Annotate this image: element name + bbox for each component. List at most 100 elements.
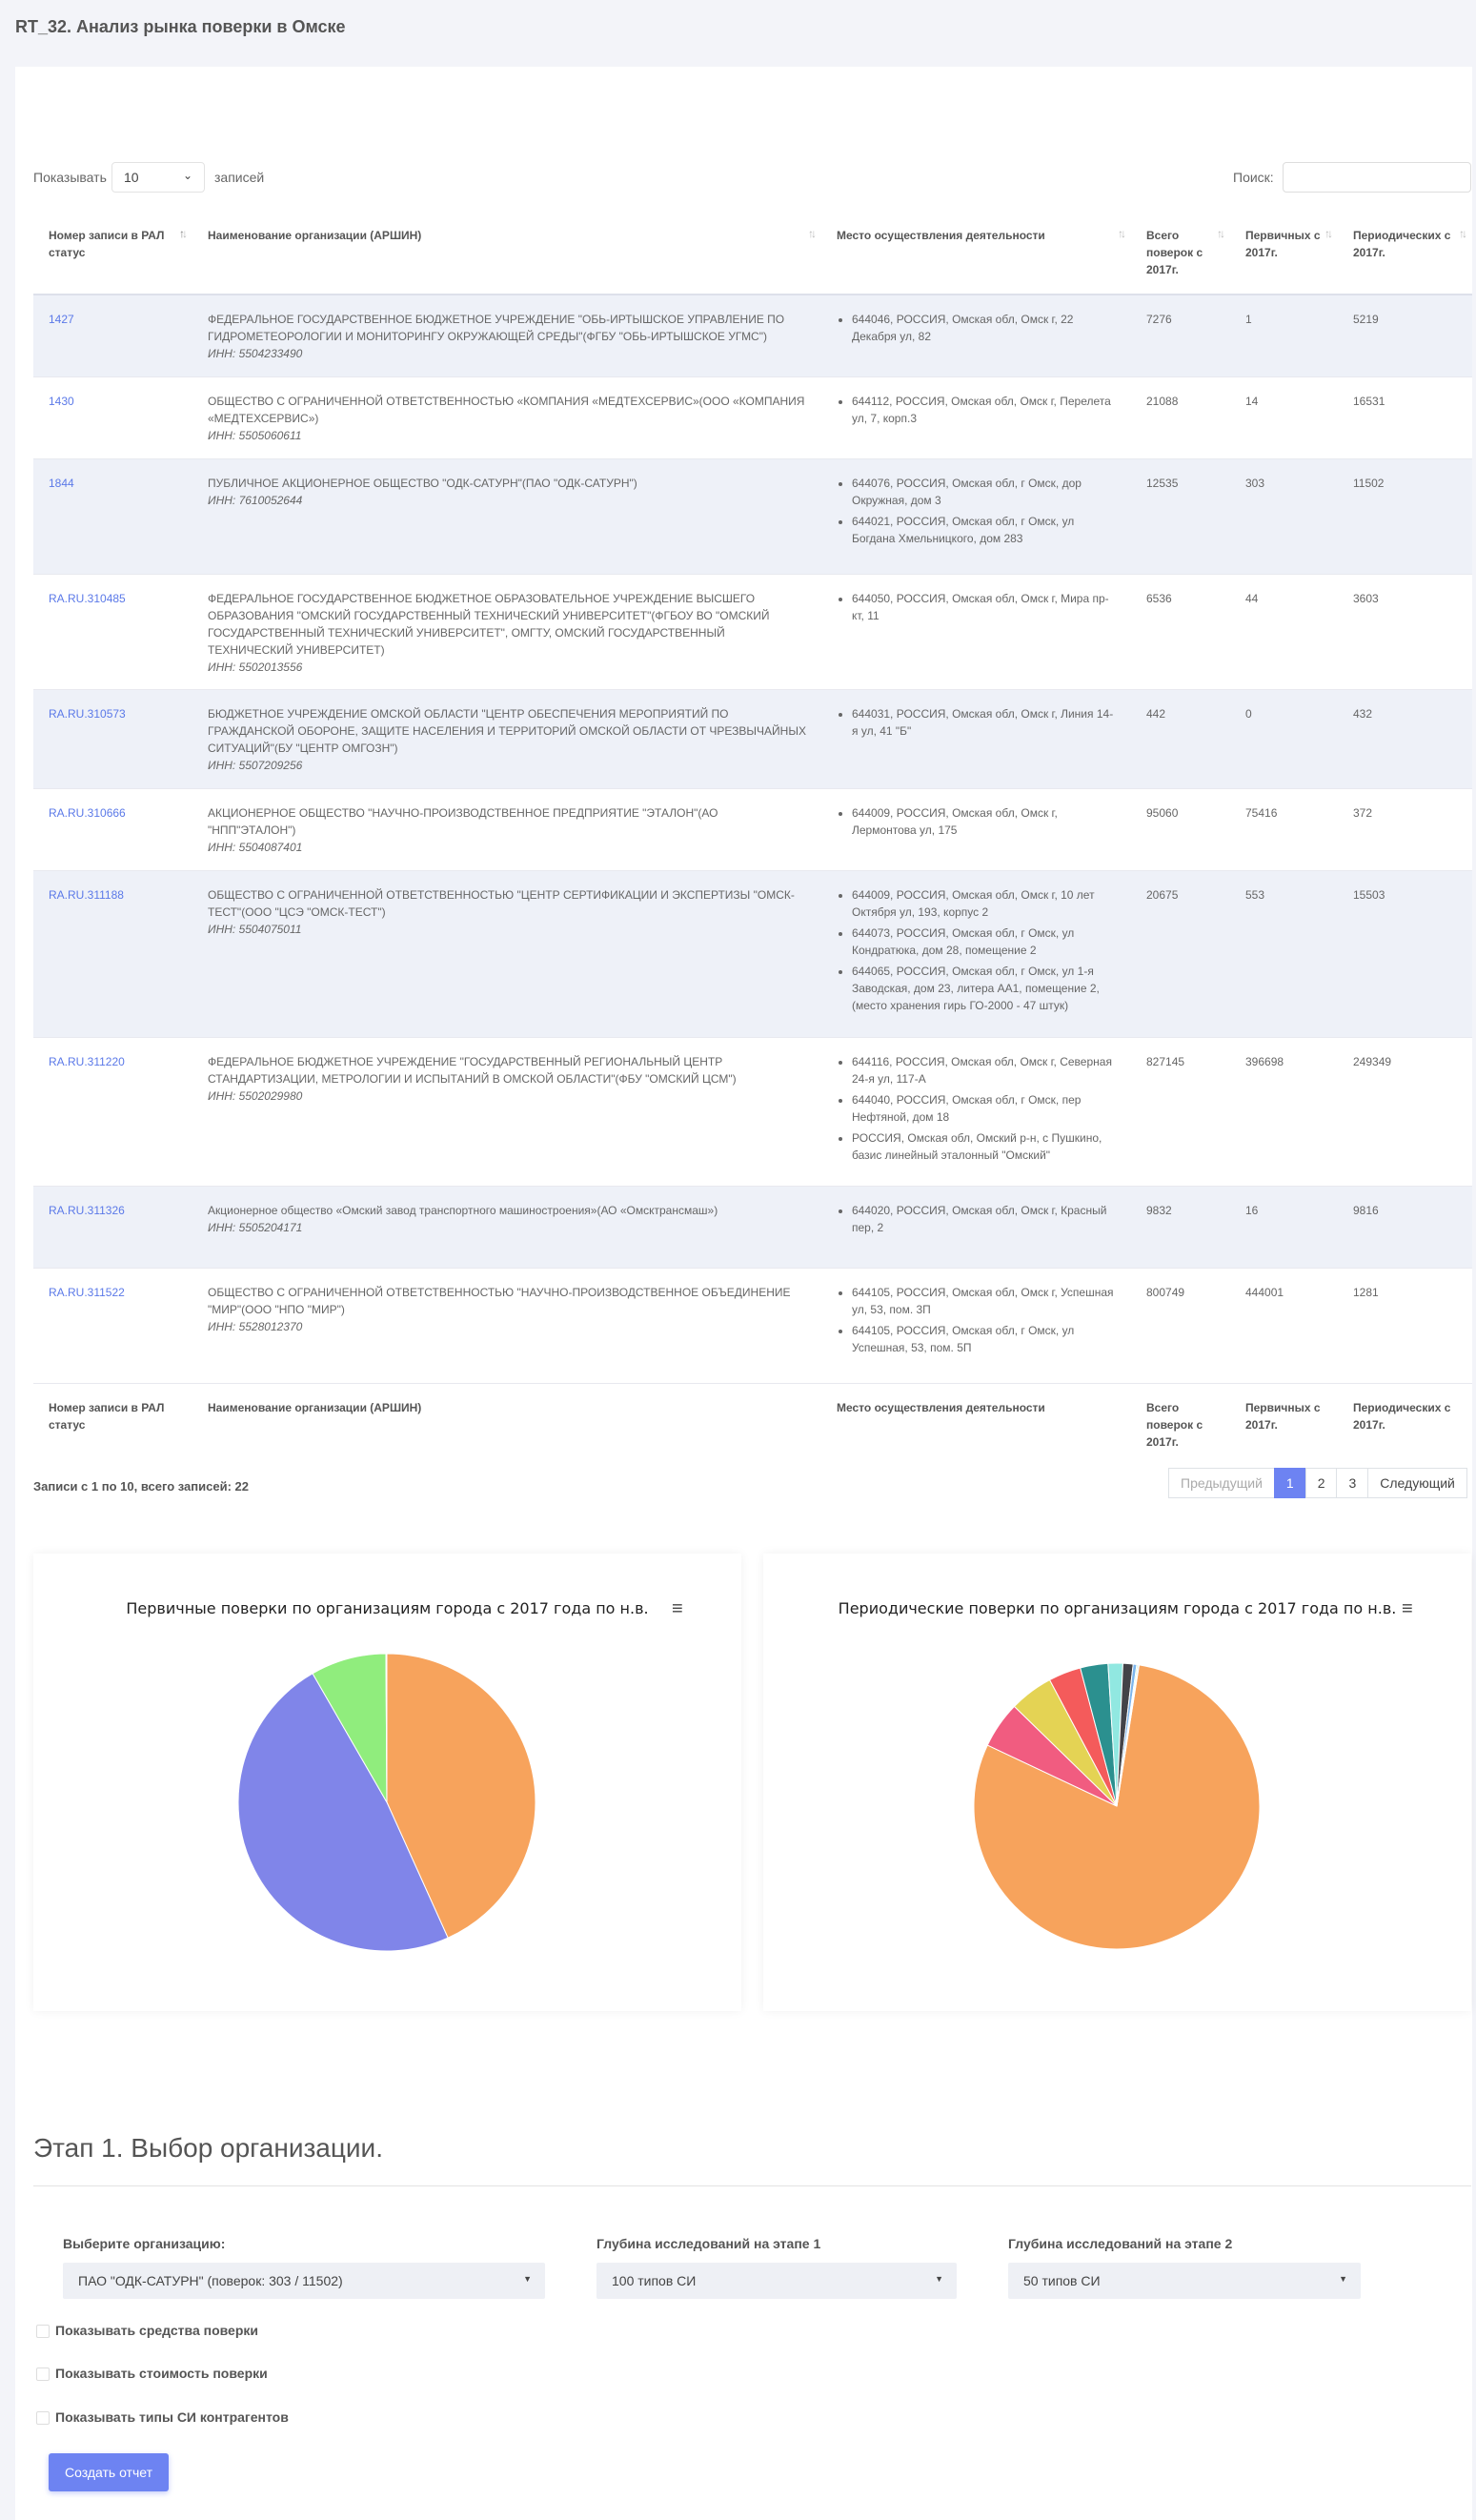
page-2-button[interactable]: 2 [1304, 1468, 1338, 1498]
place-cell: 644050, РОССИЯ, Омская обл, Омск г, Мира… [821, 574, 1131, 690]
table-row: 1427 ФЕДЕРАЛЬНОЕ ГОСУДАРСТВЕННОЕ БЮДЖЕТНО… [33, 295, 1472, 377]
col-reg-header[interactable]: Номер записи в РАЛ статус ↑↓ [33, 212, 192, 295]
periodic-cell: 3603 [1338, 574, 1472, 690]
reg-link[interactable]: 1844 [49, 476, 74, 490]
org-name: ОБЩЕСТВО С ОГРАНИЧЕННОЙ ОТВЕТСТВЕННОСТЬЮ… [208, 1285, 791, 1316]
total-cell: 9832 [1131, 1186, 1230, 1269]
reg-link[interactable]: RA.RU.311220 [49, 1054, 125, 1068]
org-inn: ИНН: 5504233490 [208, 347, 303, 360]
place-cell: 644031, РОССИЯ, Омская обл, Омск г, Лини… [821, 689, 1131, 789]
table-row: RA.RU.311220 ФЕДЕРАЛЬНОЕ БЮДЖЕТНОЕ УЧРЕЖД… [33, 1037, 1472, 1187]
name-cell: ОБЩЕСТВО С ОГРАНИЧЕННОЙ ОТВЕТСТВЕННОСТЬЮ… [192, 1268, 821, 1384]
primary-pie-chart [237, 1653, 536, 1952]
org-name: ФЕДЕРАЛЬНОЕ ГОСУДАРСТВЕННОЕ БЮДЖЕТНОЕ ОБ… [208, 591, 770, 657]
search-input[interactable] [1283, 162, 1471, 193]
depth1-select[interactable]: 100 типов СИ ▼ [596, 2263, 957, 2299]
primary-cell: 396698 [1230, 1037, 1338, 1187]
org-name: ФЕДЕРАЛЬНОЕ БЮДЖЕТНОЕ УЧРЕЖДЕНИЕ "ГОСУДА… [208, 1054, 737, 1086]
org-inn: ИНН: 5507209256 [208, 758, 303, 772]
show-tools-label: Показывать средства поверки [55, 2323, 259, 2338]
table-row: 1430 ОБЩЕСТВО С ОГРАНИЧЕННОЙ ОТВЕТСТВЕННО… [33, 376, 1472, 459]
address-item: РОССИЯ, Омская обл, Омский р-н, с Пушкин… [852, 1129, 1116, 1164]
table-footer-row: Номер записи в РАЛ статус Наименование о… [33, 1382, 1472, 1466]
organizations-table: Номер записи в РАЛ статус ↑↓ Наименование… [33, 212, 1472, 1466]
col-place-header[interactable]: Место осуществления деятельности ↑↓ [821, 212, 1131, 295]
total-cell: 7276 [1131, 295, 1230, 377]
pie-slice[interactable] [1116, 1664, 1141, 1807]
pie-slice[interactable] [386, 1653, 536, 1939]
next-page-button[interactable]: Следующий [1367, 1468, 1467, 1498]
sort-icon: ↑↓ [179, 227, 188, 240]
periodic-cell: 5219 [1338, 295, 1472, 377]
primary-cell: 1 [1230, 295, 1338, 377]
col-primary-footer: Первичных с 2017г. [1230, 1382, 1338, 1466]
page-1-button[interactable]: 1 [1273, 1468, 1306, 1498]
pie-slice[interactable] [973, 1664, 1261, 1950]
reg-cell: 1427 [33, 295, 192, 377]
create-report-button[interactable]: Создать отчет [49, 2453, 169, 2491]
pie-slice[interactable] [237, 1673, 449, 1952]
reg-link[interactable]: RA.RU.311326 [49, 1203, 125, 1217]
periodic-pie-chart [973, 1662, 1261, 1950]
page-length-select[interactable]: 10 ⌄ [111, 162, 205, 193]
address-list: 644020, РОССИЯ, Омская обл, Омск г, Крас… [837, 1202, 1116, 1236]
col-total-header[interactable]: Всего поверок с 2017г. ↑↓ [1131, 212, 1230, 295]
org-inn: ИНН: 5505204171 [208, 1220, 303, 1234]
place-cell: 644009, РОССИЯ, Омская обл, Омск г, 10 л… [821, 870, 1131, 1038]
col-name-header[interactable]: Наименование организации (АРШИН) ↑↓ [192, 212, 821, 295]
periodic-cell: 249349 [1338, 1037, 1472, 1187]
show-tools-checkbox[interactable]: Показывать средства поверки [36, 2323, 259, 2339]
depth1-label: Глубина исследований на этапе 1 [596, 2236, 821, 2251]
place-cell: 644116, РОССИЯ, Омская обл, Омск г, Севе… [821, 1037, 1131, 1187]
table-row: 1844 ПУБЛИЧНОЕ АКЦИОНЕРНОЕ ОБЩЕСТВО "ОДК-… [33, 458, 1472, 575]
caret-down-icon: ▼ [1339, 2274, 1347, 2284]
reg-cell: 1430 [33, 376, 192, 459]
table-row: RA.RU.310573 БЮДЖЕТНОЕ УЧРЕЖДЕНИЕ ОМСКОЙ … [33, 689, 1472, 789]
col-place-footer: Место осуществления деятельности [821, 1382, 1131, 1466]
depth2-select[interactable]: 50 типов СИ ▼ [1008, 2263, 1361, 2299]
primary-cell: 14 [1230, 376, 1338, 459]
place-cell: 644076, РОССИЯ, Омская обл, г Омск, дор … [821, 458, 1131, 575]
primary-cell: 16 [1230, 1186, 1338, 1269]
hamburger-icon[interactable]: ≡ [1402, 1598, 1413, 1619]
name-cell: АКЦИОНЕРНОЕ ОБЩЕСТВО "НАУЧНО-ПРОИЗВОДСТВ… [192, 788, 821, 871]
periodic-cell: 9816 [1338, 1186, 1472, 1269]
page-length-label: Показывать [33, 170, 107, 185]
name-cell: ОБЩЕСТВО С ОГРАНИЧЕННОЙ ОТВЕТСТВЕННОСТЬЮ… [192, 870, 821, 1038]
reg-link[interactable]: 1430 [49, 394, 74, 408]
reg-link[interactable]: RA.RU.310666 [49, 805, 126, 820]
hamburger-icon[interactable]: ≡ [672, 1598, 683, 1619]
address-list: 644046, РОССИЯ, Омская обл, Омск г, 22 Д… [837, 311, 1116, 345]
col-primary-header[interactable]: Первичных с 2017г. ↑↓ [1230, 212, 1338, 295]
show-cost-checkbox[interactable]: Показывать стоимость поверки [36, 2366, 268, 2382]
periodic-cell: 432 [1338, 689, 1472, 789]
org-inn: ИНН: 5505060611 [208, 428, 302, 442]
prev-page-button[interactable]: Предыдущий [1168, 1468, 1275, 1498]
reg-cell: RA.RU.311522 [33, 1268, 192, 1384]
primary-cell: 303 [1230, 458, 1338, 575]
col-periodic-header[interactable]: Периодических с 2017г. ↑↓ [1338, 212, 1472, 295]
name-cell: ОБЩЕСТВО С ОГРАНИЧЕННОЙ ОТВЕТСТВЕННОСТЬЮ… [192, 376, 821, 459]
col-periodic-footer: Периодических с 2017г. [1338, 1382, 1472, 1466]
name-cell: БЮДЖЕТНОЕ УЧРЕЖДЕНИЕ ОМСКОЙ ОБЛАСТИ "ЦЕН… [192, 689, 821, 789]
periodic-chart-title: Периодические поверки по организациям го… [838, 1599, 1397, 1617]
org-name: АКЦИОНЕРНОЕ ОБЩЕСТВО "НАУЧНО-ПРОИЗВОДСТВ… [208, 805, 718, 837]
col-reg-footer: Номер записи в РАЛ статус [33, 1382, 192, 1466]
address-item: 644009, РОССИЯ, Омская обл, Омск г, 10 л… [852, 886, 1116, 921]
reg-cell: 1844 [33, 458, 192, 575]
org-select-value: ПАО "ОДК-САТУРН" (поверок: 303 / 11502) [78, 2273, 343, 2288]
address-list: 644050, РОССИЯ, Омская обл, Омск г, Мира… [837, 590, 1116, 624]
total-cell: 21088 [1131, 376, 1230, 459]
sort-icon: ↑↓ [1118, 227, 1126, 240]
reg-link[interactable]: RA.RU.311522 [49, 1285, 125, 1299]
show-types-checkbox[interactable]: Показывать типы СИ контрагентов [36, 2409, 289, 2426]
records-label: записей [214, 170, 265, 185]
pagination: Предыдущий 1 2 3 Следующий [1168, 1468, 1467, 1498]
page-3-button[interactable]: 3 [1336, 1468, 1369, 1498]
reg-link[interactable]: RA.RU.310573 [49, 706, 126, 721]
address-item: 644065, РОССИЯ, Омская обл, г Омск, ул 1… [852, 963, 1116, 1014]
reg-link[interactable]: RA.RU.310485 [49, 591, 126, 605]
org-select[interactable]: ПАО "ОДК-САТУРН" (поверок: 303 / 11502) … [63, 2263, 545, 2299]
reg-link[interactable]: 1427 [49, 313, 74, 326]
reg-link[interactable]: RA.RU.311188 [49, 887, 124, 902]
